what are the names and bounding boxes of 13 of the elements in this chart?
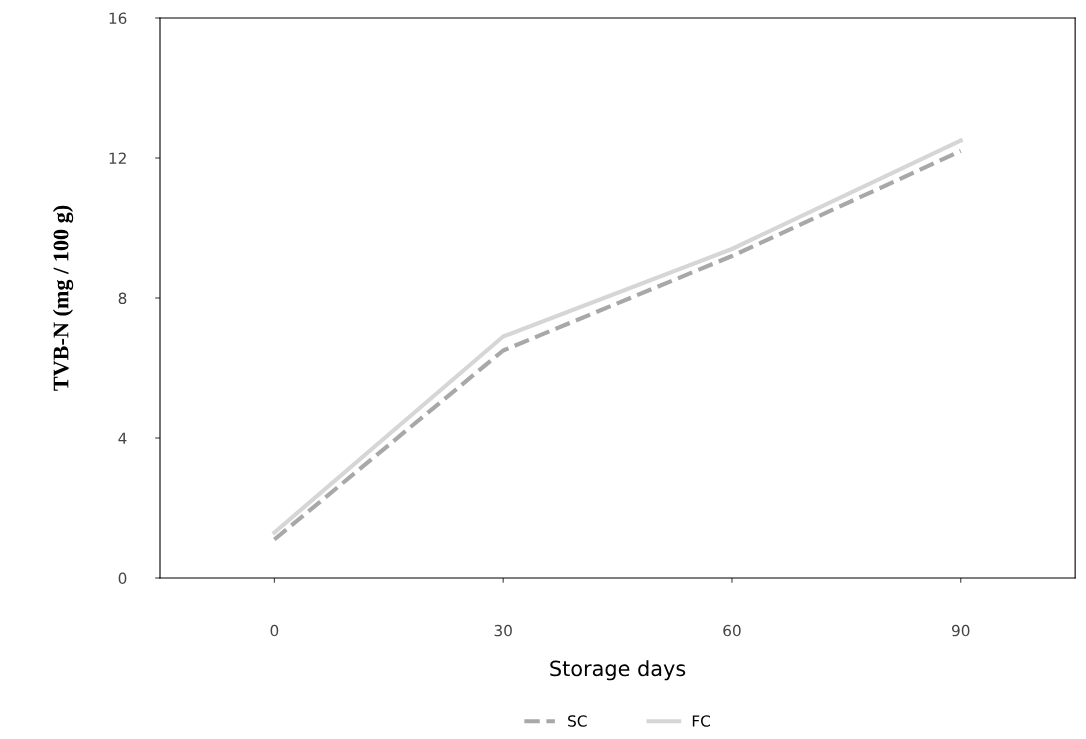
x-tick-label: 60 <box>723 624 741 637</box>
x-axis-title: Storage days <box>550 660 686 681</box>
legend-label: FC <box>692 715 710 727</box>
x-tick-label: 30 <box>494 624 512 637</box>
y-tick-label: 12 <box>109 152 126 164</box>
y-axis-title: TVB-N (mg / 100 g) <box>52 205 74 391</box>
x-tick-label: 0 <box>270 624 279 637</box>
y-tick-label: 16 <box>109 12 127 25</box>
y-tick-label: 8 <box>118 292 127 305</box>
x-tick-label: 90 <box>951 624 970 637</box>
y-tick-label: 0 <box>118 572 127 585</box>
legend-label: SC <box>568 715 587 727</box>
y-tick-label: 4 <box>118 432 127 444</box>
